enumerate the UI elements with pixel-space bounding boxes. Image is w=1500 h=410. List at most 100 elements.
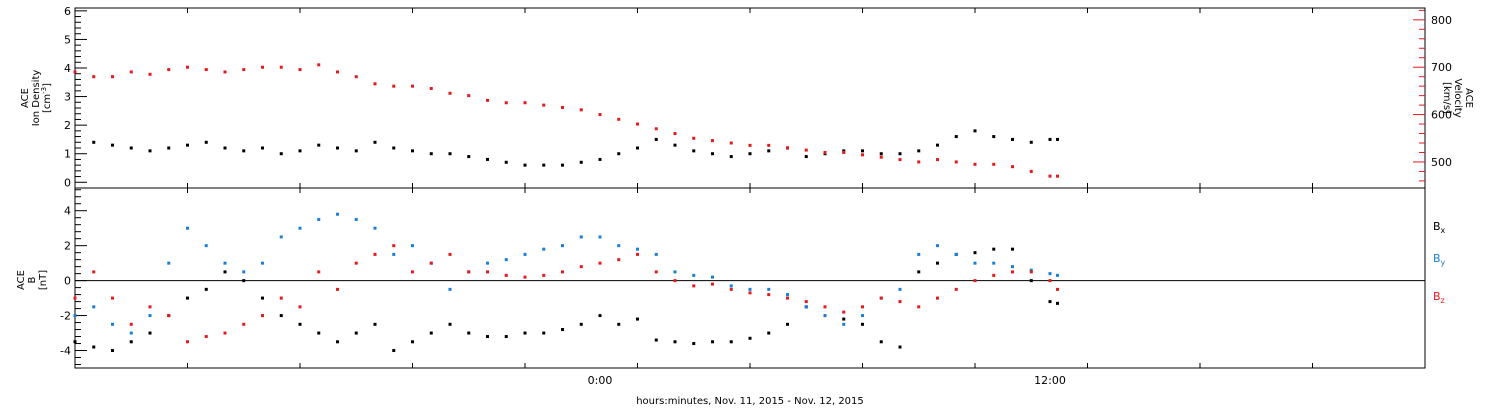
bottom-left-label-line-3: [nT] — [38, 270, 49, 290]
density-point — [954, 135, 958, 139]
bx-point — [186, 296, 189, 300]
density-point — [148, 149, 152, 153]
velocity-point — [729, 141, 733, 145]
bz-point — [92, 270, 96, 274]
bx-point — [129, 340, 133, 344]
by-point — [973, 261, 977, 265]
top-left-axis-label: ACE Ion Density [cm-3] — [20, 70, 53, 127]
velocity-point — [242, 68, 246, 72]
top-right-axis-label: ACE Velocity [km/s] — [1441, 78, 1474, 117]
bz-point — [523, 275, 527, 279]
x-axis-label: hours:minutes, Nov. 11, 2015 - Nov. 12, … — [636, 396, 864, 407]
by-point — [711, 275, 714, 279]
density-point — [504, 160, 508, 164]
density-point — [692, 149, 696, 153]
by-point — [673, 270, 677, 274]
by-point — [129, 331, 133, 335]
by-point — [786, 293, 789, 297]
velocity-point — [111, 75, 114, 79]
bx-point — [223, 270, 227, 274]
density-point — [129, 146, 133, 150]
velocity-point — [204, 68, 208, 72]
density-point — [748, 152, 752, 156]
bx-point — [467, 331, 471, 335]
by-point — [486, 261, 489, 265]
top-right-tick-label: 800 — [1431, 14, 1452, 27]
density-point — [261, 146, 264, 150]
density-point — [973, 129, 977, 133]
bz-point — [1029, 270, 1033, 274]
b-legend: Bx By Bz — [1433, 220, 1446, 305]
bx-point — [1011, 247, 1014, 251]
velocity-point — [654, 127, 658, 131]
density-point — [279, 152, 283, 156]
bx-point — [692, 342, 696, 346]
by-point — [617, 244, 621, 248]
bx-point — [992, 247, 996, 251]
bx-point — [242, 279, 246, 283]
bx-point — [523, 331, 527, 335]
bx-point — [504, 335, 508, 339]
velocity-point — [186, 65, 189, 69]
bx-point — [92, 345, 96, 349]
density-point — [673, 143, 677, 147]
density-point — [917, 149, 921, 153]
bz-point — [692, 284, 696, 288]
bx-point — [486, 335, 489, 339]
by-point — [242, 270, 246, 274]
bz-point — [392, 244, 396, 248]
by-point — [1029, 268, 1033, 272]
density-point — [1056, 137, 1059, 141]
by-point — [598, 235, 602, 239]
velocity-point — [336, 70, 339, 74]
density-point — [92, 140, 96, 144]
bottom-series-points — [73, 212, 1059, 353]
by-point — [111, 322, 114, 326]
bz-point — [1011, 270, 1014, 274]
legend-bx: Bx — [1433, 220, 1446, 235]
density-point — [111, 143, 114, 147]
density-point — [936, 143, 939, 147]
bz-point — [973, 279, 977, 283]
by-point — [579, 235, 583, 239]
bz-point — [992, 273, 996, 277]
bz-point — [242, 322, 246, 326]
bz-point — [223, 331, 227, 335]
top-left-tick-label: 2 — [64, 119, 71, 132]
bx-point — [111, 349, 114, 353]
velocity-point — [617, 117, 621, 121]
by-point — [636, 247, 639, 251]
by-point — [729, 284, 733, 288]
x-axis: 0:00 12:00 — [74, 8, 1426, 387]
density-point — [298, 149, 302, 153]
density-point — [542, 163, 546, 167]
by-point — [823, 314, 827, 318]
velocity-point — [992, 162, 996, 166]
density-point — [804, 155, 808, 159]
bottom-left-tick-label: 2 — [64, 240, 71, 253]
bz-point — [654, 270, 658, 274]
velocity-point — [129, 70, 133, 74]
bottom-panel-frame — [74, 187, 1426, 369]
velocity-point — [92, 75, 96, 79]
bz-point — [504, 273, 508, 277]
density-point — [392, 146, 396, 150]
velocity-point — [861, 153, 864, 157]
density-point — [579, 160, 583, 164]
bx-point — [148, 331, 152, 335]
velocity-point — [411, 84, 414, 88]
bx-point — [317, 331, 321, 335]
by-point — [504, 258, 508, 262]
bz-point — [467, 270, 471, 274]
top-left-tick-label: 1 — [64, 148, 71, 161]
density-point — [598, 157, 602, 161]
velocity-point — [561, 105, 564, 109]
top-right-label-line-3: [km/s] — [1441, 82, 1452, 114]
bz-point — [561, 270, 564, 274]
bz-point — [261, 314, 264, 318]
bx-point — [748, 336, 752, 340]
by-point — [223, 261, 227, 265]
velocity-point — [261, 65, 264, 69]
bz-point — [786, 296, 789, 300]
bz-point — [767, 293, 771, 297]
